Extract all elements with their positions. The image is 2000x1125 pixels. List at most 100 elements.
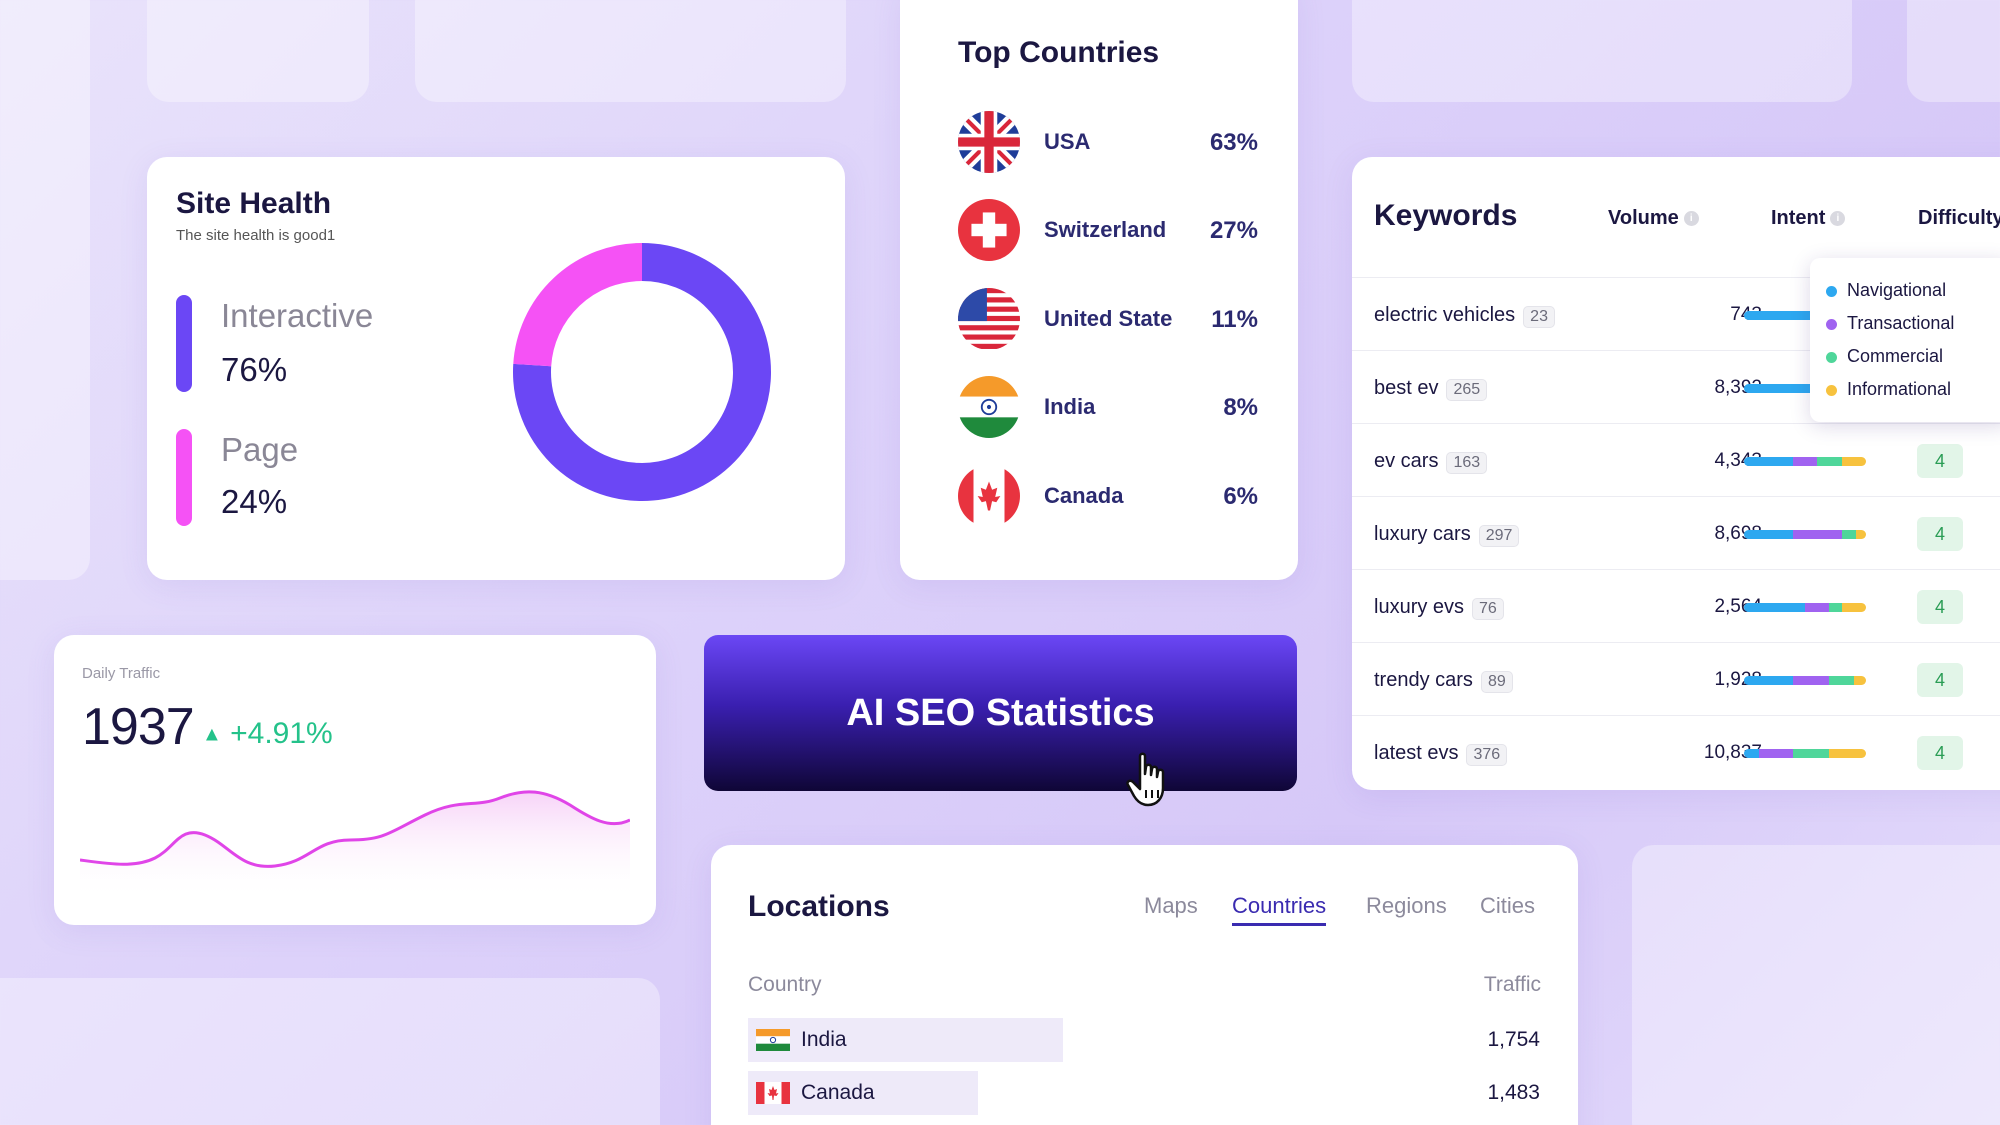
intent-segment (1744, 749, 1759, 758)
interactive-legend-bar (176, 295, 192, 392)
intent-segment (1744, 384, 1812, 393)
tooltip-label: Informational (1847, 379, 1952, 399)
keyword-name: best ev 265 (1374, 377, 1488, 401)
difficulty-header-label: Difficulty (1918, 207, 2000, 229)
intent-segment (1841, 530, 1857, 539)
top-countries-card: Top Countries USA 63% Switzerland 27% (900, 0, 1298, 580)
keyword-count-badge: 89 (1480, 671, 1513, 693)
transactional-dot-icon (1826, 318, 1837, 330)
tab-cities[interactable]: Cities (1480, 893, 1536, 918)
intent-segment (1744, 603, 1805, 612)
india-flag-icon (958, 376, 1020, 438)
traffic-share-bar (748, 1018, 1063, 1062)
country-percent: 27% (1209, 217, 1258, 244)
page-legend-bar (176, 429, 192, 526)
site-health-donut-chart (513, 243, 771, 501)
tab-countries[interactable]: Countries (1232, 893, 1327, 926)
switzerland-flag-icon (958, 199, 1020, 261)
intent-bar[interactable] (1744, 530, 1866, 539)
keywords-title: Keywords (1374, 199, 1518, 232)
intent-bar[interactable] (1744, 603, 1866, 612)
intent-segment (1829, 603, 1842, 612)
country-percent: 63% (1209, 129, 1258, 156)
keyword-text: trendy cars (1374, 669, 1473, 691)
info-icon[interactable]: i (1830, 211, 1846, 227)
intent-segment (1805, 603, 1830, 612)
keyword-count-badge: 297 (1478, 525, 1520, 547)
page-label: Page (221, 431, 299, 468)
intent-bar[interactable] (1744, 457, 1866, 466)
tooltip-item-transactional: Transactional (1826, 313, 1954, 334)
keyword-text: best ev (1374, 377, 1439, 399)
us-flag-icon (958, 288, 1020, 350)
country-row-united-state: United State 11% (958, 288, 1258, 350)
intent-segment (1841, 603, 1866, 612)
tooltip-item-commercial: Commercial (1826, 346, 1943, 367)
keyword-row[interactable]: luxury cars 297 8,698 4 (1352, 496, 2000, 569)
intent-segment (1758, 749, 1793, 758)
intent-column-header[interactable]: Intent i (1771, 207, 1846, 230)
navigational-dot-icon (1826, 285, 1837, 297)
keyword-count-badge: 76 (1472, 598, 1504, 620)
donut-segment-page (513, 243, 643, 367)
background-panel (0, 0, 90, 580)
sparkline-area (80, 791, 630, 900)
keyword-name: ev cars 163 (1374, 450, 1488, 474)
location-row-india[interactable]: India 1,754 (748, 1018, 1540, 1062)
tab-maps[interactable]: Maps (1144, 893, 1198, 918)
commercial-dot-icon (1826, 351, 1837, 363)
country-percent: 6% (1223, 483, 1258, 510)
intent-segment (1829, 749, 1866, 758)
tooltip-label: Commercial (1847, 346, 1944, 366)
country-column-header: Country (748, 973, 822, 996)
difficulty-badge: 4 (1917, 663, 1963, 697)
difficulty-badge: 4 (1917, 517, 1963, 551)
location-country-name: Canada (801, 1081, 875, 1104)
difficulty-column-header[interactable]: Difficulty (1918, 207, 2000, 230)
background-panel (147, 0, 369, 102)
keyword-row[interactable]: latest evs 376 10,837 4 (1352, 715, 2000, 788)
site-health-card: Site Health The site health is good1 Int… (147, 157, 845, 580)
info-icon[interactable]: i (1683, 211, 1699, 227)
location-row-canada[interactable]: Canada 1,483 (748, 1071, 1540, 1115)
keyword-text: latest evs (1374, 742, 1459, 764)
difficulty-badge: 4 (1917, 736, 1963, 770)
country-row-switzerland: Switzerland 27% (958, 199, 1258, 261)
site-health-title: Site Health (176, 187, 332, 220)
keyword-row[interactable]: luxury evs 76 2,564 4 (1352, 569, 2000, 642)
intent-segment (1856, 530, 1866, 539)
intent-bar[interactable] (1744, 676, 1866, 685)
intent-legend-tooltip: Navigational Transactional Commercial In… (1810, 258, 2000, 422)
intent-segment (1744, 311, 1812, 320)
page-value: 24% (221, 483, 288, 520)
country-row-canada: Canada 6% (958, 465, 1258, 527)
site-health-subtitle: The site health is good1 (176, 227, 336, 244)
background-panel (1352, 0, 1852, 102)
tab-regions[interactable]: Regions (1366, 893, 1447, 918)
canada-flag-icon (756, 1082, 790, 1104)
tooltip-item-navigational: Navigational (1826, 280, 1946, 301)
keywords-card: Keywords Volume i Intent i Difficulty elec… (1352, 157, 2000, 790)
uk-flag-icon (958, 111, 1020, 173)
daily-traffic-label: Daily Traffic (82, 665, 161, 682)
keyword-row[interactable]: trendy cars 89 1,928 4 (1352, 642, 2000, 715)
country-row-usa: USA 63% (958, 111, 1258, 173)
keyword-name: trendy cars 89 (1374, 669, 1513, 693)
country-percent: 8% (1223, 394, 1258, 421)
ai-seo-statistics-button[interactable]: AI SEO Statistics (704, 635, 1297, 791)
keyword-text: luxury evs (1374, 596, 1465, 618)
traffic-column-header: Traffic (1483, 973, 1541, 996)
intent-segment (1853, 676, 1866, 685)
daily-traffic-card: Daily Traffic 1937 ▲ +4.91% (54, 635, 656, 925)
keyword-row[interactable]: ev cars 163 4,343 4 (1352, 423, 2000, 496)
daily-traffic-value: 1937 (82, 698, 195, 756)
intent-segment (1829, 676, 1854, 685)
intent-segment (1792, 457, 1818, 466)
intent-segment (1744, 457, 1793, 466)
volume-column-header[interactable]: Volume i (1608, 207, 1699, 230)
country-name: Canada (1044, 483, 1124, 508)
canada-flag-icon (958, 465, 1020, 527)
intent-bar[interactable] (1744, 749, 1866, 758)
locations-card: Locations Maps Countries Regions Cities … (711, 845, 1578, 1125)
intent-segment (1744, 676, 1793, 685)
